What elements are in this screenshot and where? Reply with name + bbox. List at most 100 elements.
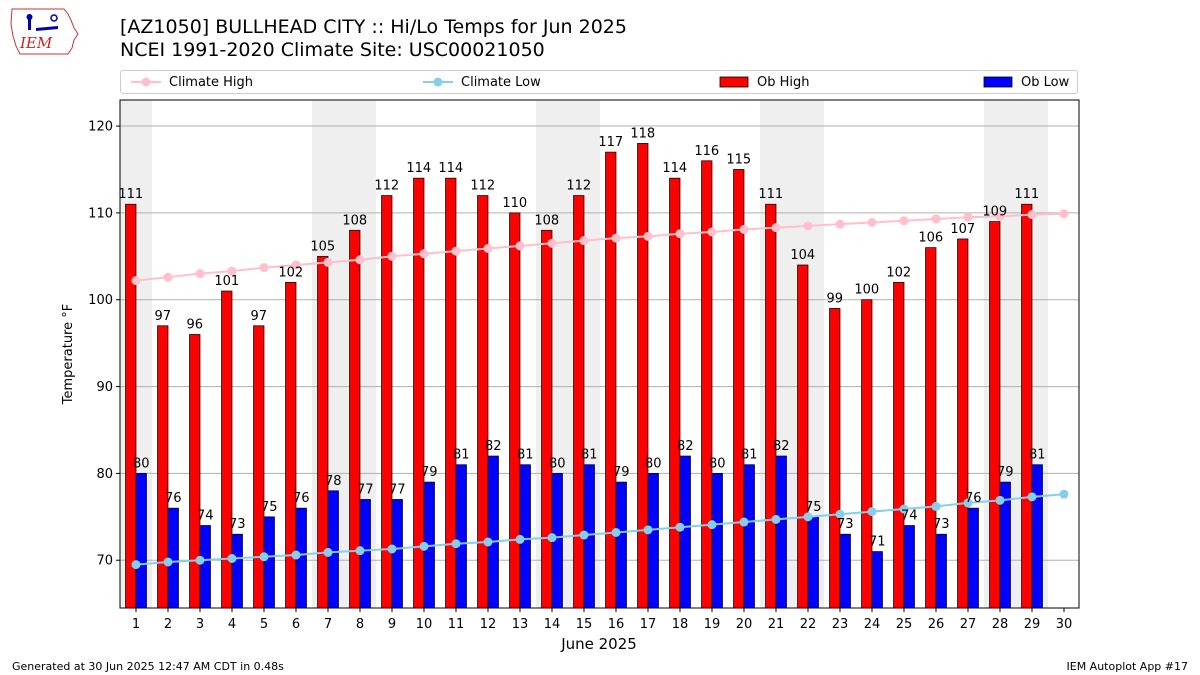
ob-high-bar (573, 195, 585, 609)
ob-high-data-label: 99 (826, 291, 843, 306)
ob-low-bar (807, 516, 819, 609)
ob-high-bar (797, 264, 809, 609)
ob-low-data-label: 75 (805, 500, 822, 515)
x-tick-label: 17 (640, 617, 657, 632)
x-tick-label: 15 (576, 617, 593, 632)
ob-low-bar (711, 473, 723, 609)
climate-high-point (835, 219, 845, 229)
ob-high-bar (989, 221, 1001, 609)
ob-high-data-label: 100 (854, 283, 879, 298)
climate-high-point (387, 251, 397, 261)
ob-low-bar (487, 455, 499, 609)
climate-low-point (291, 550, 301, 560)
ob-high-data-label: 116 (694, 144, 719, 159)
ob-low-data-label: 76 (165, 491, 182, 506)
x-tick-label: 23 (832, 617, 849, 632)
x-tick-label: 24 (864, 617, 881, 632)
legend-ob-high: Ob High (719, 71, 810, 93)
legend-ob-high-swatch (719, 76, 749, 88)
legend-label: Climate High (169, 74, 254, 90)
ob-high-data-label: 105 (310, 239, 335, 254)
x-tick-label: 9 (388, 617, 396, 632)
x-tick-label: 25 (896, 617, 913, 632)
climate-high-point (1027, 210, 1037, 220)
x-tick-label: 29 (1024, 617, 1041, 632)
climate-high-point (611, 233, 621, 243)
ob-low-data-label: 76 (965, 491, 982, 506)
ob-low-data-label: 77 (357, 482, 374, 497)
ob-high-bar (829, 308, 841, 609)
ob-high-bar (1021, 203, 1033, 609)
ob-low-data-label: 76 (293, 491, 310, 506)
climate-low-point (387, 544, 397, 554)
legend-label: Climate Low (461, 74, 541, 90)
ob-high-bar (541, 229, 553, 609)
ob-high-data-label: 102 (886, 265, 911, 280)
ob-high-bar (637, 143, 649, 609)
ob-high-bar (893, 282, 905, 609)
climate-low-point (355, 546, 365, 556)
climate-low-point (227, 554, 237, 564)
legend-climate-low-swatch (423, 77, 453, 87)
ob-high-data-label: 118 (630, 126, 655, 141)
x-tick-label: 3 (196, 617, 204, 632)
climate-high-point (995, 211, 1005, 221)
ob-high-data-label: 117 (598, 135, 623, 150)
climate-high-point (451, 246, 461, 256)
climate-low-point (579, 530, 589, 540)
ob-low-bar (1031, 464, 1043, 609)
ob-low-bar (231, 533, 243, 609)
ob-low-data-label: 71 (869, 535, 886, 550)
ob-high-data-label: 111 (758, 187, 783, 202)
ob-low-data-label: 81 (453, 448, 470, 463)
x-tick-label: 2 (164, 617, 172, 632)
ob-high-bar (189, 334, 201, 609)
climate-low-point (675, 522, 685, 532)
ob-high-data-label: 104 (790, 248, 815, 263)
climate-high-point (291, 260, 301, 270)
climate-low-point (867, 507, 877, 517)
legend-ob-low: Ob Low (983, 71, 1069, 93)
climate-high-point (195, 269, 205, 279)
climate-high-point (931, 214, 941, 224)
climate-low-point (771, 514, 781, 524)
x-tick-label: 20 (736, 617, 753, 632)
ob-low-bar (391, 499, 403, 609)
ob-high-data-label: 112 (470, 179, 495, 194)
ob-high-data-label: 107 (950, 222, 975, 237)
plot-frame (119, 99, 1080, 609)
climate-high-point (803, 221, 813, 231)
ob-low-bar (903, 525, 915, 609)
climate-high-line (135, 212, 1065, 282)
legend-label: Ob Low (1021, 74, 1070, 90)
climate-low-point (195, 555, 205, 565)
app-id: IEM Autoplot App #17 (1066, 660, 1189, 673)
ob-low-data-label: 73 (229, 517, 246, 532)
climate-low-point (163, 557, 173, 567)
ob-low-data-label: 82 (677, 439, 694, 454)
ob-low-data-label: 81 (581, 448, 598, 463)
x-axis-label: June 2025 (560, 635, 637, 653)
ob-low-data-label: 79 (613, 465, 630, 480)
ob-low-data-label: 82 (485, 439, 502, 454)
ob-high-data-label: 101 (214, 274, 239, 289)
climate-low-point (547, 533, 557, 543)
legend-climate-high-swatch (131, 77, 161, 87)
climate-high-point (579, 236, 589, 246)
x-tick-label: 5 (260, 617, 268, 632)
ob-high-bar (253, 325, 265, 609)
chart-subtitle: NCEI 1991-2020 Climate Site: USC00021050 (120, 39, 545, 61)
climate-high-point (323, 257, 333, 267)
climate-high-point (227, 266, 237, 276)
y-tick-label: 120 (88, 120, 113, 135)
legend: Climate High Climate Low Ob High Ob Low (120, 70, 1078, 94)
climate-low-point (259, 552, 269, 562)
climate-high-point (771, 223, 781, 233)
x-tick-label: 4 (228, 617, 236, 632)
x-tick-label: 13 (512, 617, 529, 632)
x-tick-label: 8 (356, 617, 364, 632)
ob-high-bar (733, 169, 745, 609)
ob-low-data-label: 81 (517, 448, 534, 463)
